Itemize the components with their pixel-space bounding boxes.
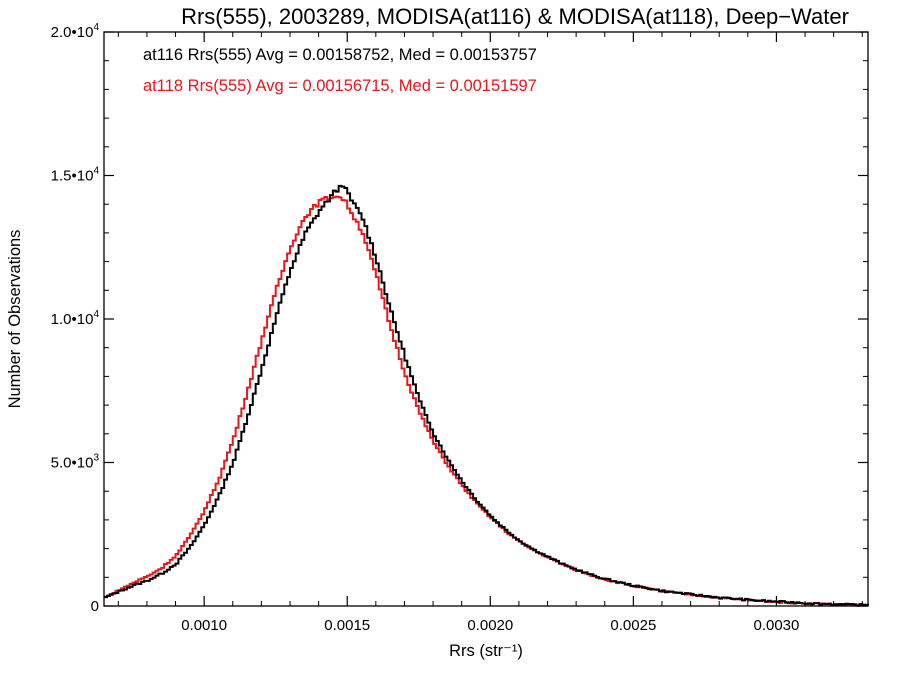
- legend-entry-at116: at116 Rrs(555) Avg = 0.00158752, Med = 0…: [143, 46, 537, 64]
- y-tick-label: 1.5•104: [51, 166, 100, 185]
- x-tick-label: 0.0025: [610, 617, 656, 634]
- x-tick-label: 0.0030: [753, 617, 799, 634]
- legend: at116 Rrs(555) Avg = 0.00158752, Med = 0…: [143, 46, 537, 95]
- series-line-at118: [104, 195, 869, 607]
- y-tick-label: 1.0•104: [51, 309, 100, 328]
- x-axis-label: Rrs (str⁻¹): [449, 642, 523, 660]
- plot-area: 0.0010 0.0015 0.0020 0.0025 0.0030 0 5.0•103 1.…: [51, 22, 869, 634]
- y-tick-label: 2.0•104: [51, 22, 100, 41]
- series-line-at116: [104, 184, 869, 607]
- y-axis-label: Number of Observations: [6, 230, 24, 409]
- x-tick-label: 0.0010: [181, 617, 227, 634]
- plot-frame: [103, 31, 869, 607]
- chart-title: Rrs(555), 2003289, MODISA(at116) & MODIS…: [181, 4, 849, 29]
- y-tick-label: 0: [91, 598, 99, 615]
- legend-entry-at118: at118 Rrs(555) Avg = 0.00156715, Med = 0…: [143, 77, 537, 95]
- y-tick-label: 5.0•103: [51, 453, 100, 472]
- x-tick-label: 0.0015: [324, 617, 370, 634]
- x-tick-label: 0.0020: [467, 617, 513, 634]
- tick-layer: 0.0010 0.0015 0.0020 0.0025 0.0030 0 5.0•103 1.…: [51, 22, 868, 634]
- series-layer: [104, 184, 869, 607]
